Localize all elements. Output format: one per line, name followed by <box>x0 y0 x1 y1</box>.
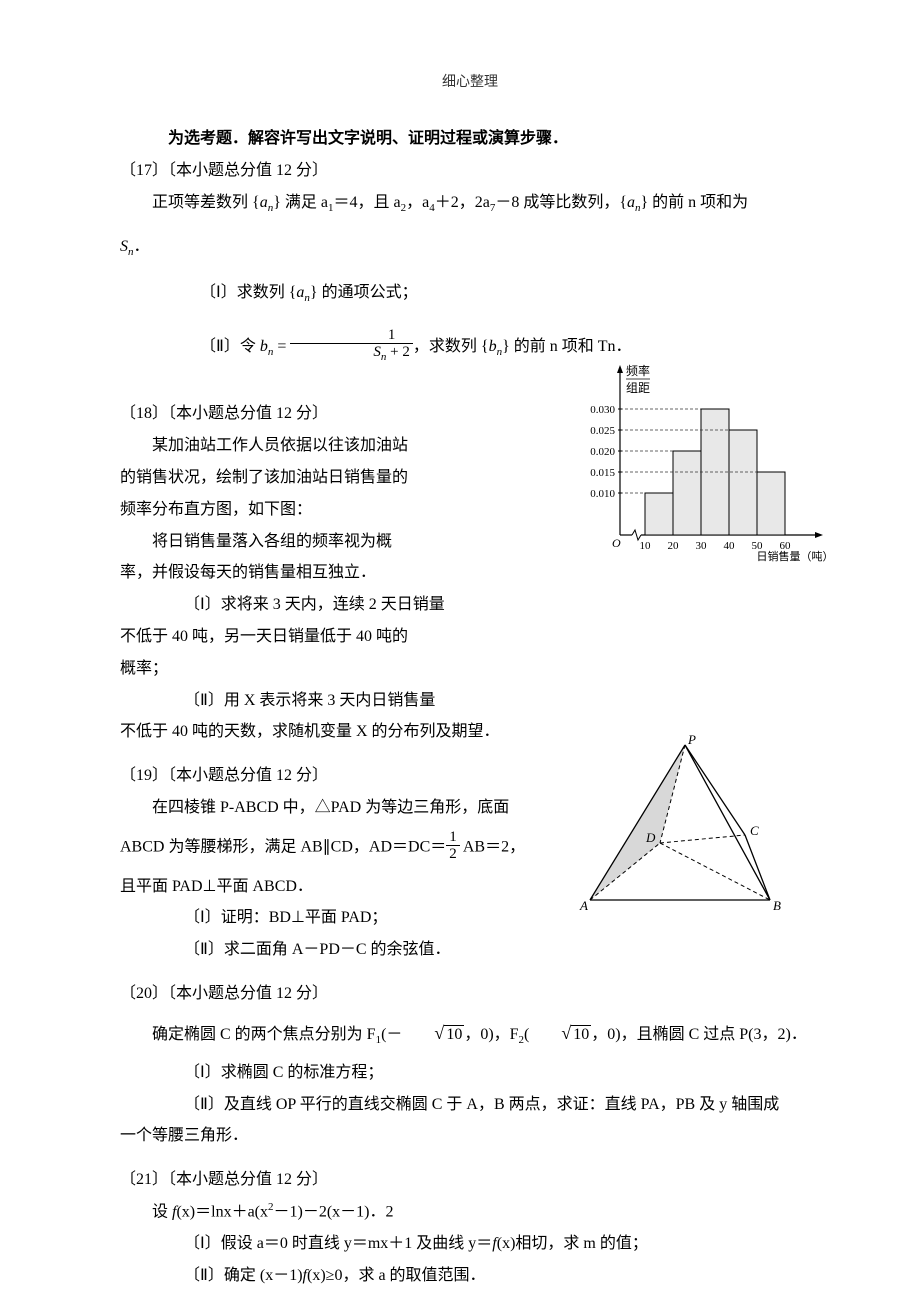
q20-line1: 确定椭圆 C 的两个焦点分别为 F1(－10，0)，F2(10，0)，且椭圆 C… <box>120 1017 820 1051</box>
label-d: D <box>645 830 656 845</box>
chart-y-ticks: 0.010 0.015 0.020 0.025 0.030 <box>590 404 622 500</box>
svg-text:40: 40 <box>724 540 736 552</box>
q17-part1: 〔Ⅰ〕求数列 {an} 的通项公式； <box>120 279 820 309</box>
q17-part2-suffix: ，求数列 {bn} 的前 n 项和 Tn． <box>413 338 632 355</box>
chart-bars <box>620 409 785 535</box>
q19-line2: ABCD 为等腰梯形，满足 AB∥CD，AD＝DC＝12 AB＝2， <box>120 831 590 865</box>
q19-line1: 在四棱锥 P-ABCD 中，△PAD 为等边三角形，底面 <box>120 794 590 823</box>
histogram-chart: 频率 组距 O 0.0100.0150.0200.0 <box>570 360 830 570</box>
svg-text:0.020: 0.020 <box>590 446 615 458</box>
q18-line3: 频率分布直方图，如下图： <box>120 496 480 525</box>
q18-line4: 将日销售量落入各组的频率视为概 <box>120 528 480 557</box>
svg-text:0.010: 0.010 <box>590 488 615 500</box>
q18-part2a: 〔Ⅱ〕用 X 表示将来 3 天内日销售量 <box>120 687 480 716</box>
q21-line1: 设 f(x)＝lnx＋a(x2－1)－2(x－1)．2 <box>120 1198 820 1227</box>
q18-line1: 某加油站工作人员依据以往该加油站 <box>120 432 480 461</box>
label-b: B <box>773 898 781 913</box>
svg-text:0.030: 0.030 <box>590 404 615 416</box>
chart-origin: O <box>612 536 621 550</box>
question-20: 〔20〕〔本小题总分值 12 分〕 确定椭圆 C 的两个焦点分别为 F1(－ 10… <box>120 980 820 1151</box>
q18-part1a: 〔Ⅰ〕求将来 3 天内，连续 2 天日销量 <box>120 591 480 620</box>
q19-part1: 〔Ⅰ〕证明：BD⊥平面 PAD； <box>120 904 590 933</box>
edge-pa <box>590 745 685 900</box>
q21-number: 〔21〕〔本小题总分值 12 分〕 <box>120 1166 820 1195</box>
q17-part2-prefix: 〔Ⅱ〕令 <box>200 338 260 355</box>
edge-bc <box>745 835 770 900</box>
chart-y-label-bottom: 组距 <box>626 381 650 395</box>
q20-part1: 〔Ⅰ〕求椭圆 C 的标准方程； <box>120 1059 820 1088</box>
q19-frac-den: 2 <box>446 846 460 863</box>
q20-number: 〔20〕〔本小题总分值 12 分〕 <box>120 980 820 1009</box>
label-c: C <box>750 823 759 838</box>
q19-number: 〔19〕〔本小题总分值 12 分〕 <box>120 762 590 791</box>
q17-number: 〔17〕〔本小题总分值 12 分〕 <box>120 157 820 186</box>
question-18: 〔18〕〔本小题总分值 12 分〕 某加油站工作人员依据以往该加油站 的销售状况… <box>120 400 480 747</box>
intro-text: 为选考题．解容许写出文字说明、证明过程或演算步骤． <box>120 125 820 154</box>
sqrt-icon: 10 <box>402 1017 464 1050</box>
content: 为选考题．解容许写出文字说明、证明过程或演算步骤． 〔17〕〔本小题总分值 12… <box>120 125 820 1291</box>
label-a: A <box>579 898 588 913</box>
q17-frac-num: 1 <box>290 327 412 345</box>
svg-text:0.015: 0.015 <box>590 467 615 479</box>
svg-text:30: 30 <box>696 540 708 552</box>
q19-part2: 〔Ⅱ〕求二面角 A－PD－C 的余弦值． <box>120 936 590 965</box>
q18-line5: 率，并假设每天的销售量相互独立． <box>120 559 480 588</box>
edge-db <box>660 843 770 900</box>
q20-part2b: 一个等腰三角形． <box>120 1122 820 1151</box>
q19-frac-num: 1 <box>446 829 460 847</box>
q18-part1b: 不低于 40 吨，另一天日销量低于 40 吨的 <box>120 623 480 652</box>
q20-line1a: 确定椭圆 C 的两个焦点分别为 F1(－ <box>152 1026 402 1043</box>
question-17: 〔17〕〔本小题总分值 12 分〕 正项等差数列 {an} 满足 a1＝4，且 … <box>120 157 820 365</box>
page-header: 细心整理 <box>120 70 820 95</box>
question-21: 〔21〕〔本小题总分值 12 分〕 设 f(x)＝lnx＋a(x2－1)－2(x… <box>120 1166 820 1291</box>
q18-line2: 的销售状况，绘制了该加油站日销售量的 <box>120 464 480 493</box>
edge-dc <box>660 835 745 843</box>
q17-body-text: 正项等差数列 {an} 满足 a1＝4，且 a2，a4＋2，2a7－8 成等比数… <box>152 194 748 211</box>
edge-pc <box>685 745 745 835</box>
q21-part2: 〔Ⅱ〕确定 (x－1)f(x)≥0，求 a 的取值范围． <box>120 1262 820 1291</box>
label-p: P <box>687 735 696 747</box>
q21-part1: 〔Ⅰ〕假设 a＝0 时直线 y＝mx＋1 及曲线 y＝f(x)相切，求 m 的值… <box>120 1230 820 1259</box>
chart-x-label: 日销售量（吨） <box>757 549 831 563</box>
q17-sn: Sn． <box>120 233 820 263</box>
svg-text:0.025: 0.025 <box>590 425 615 437</box>
q18-number: 〔18〕〔本小题总分值 12 分〕 <box>120 400 480 429</box>
q17-frac-den: Sn + 2 <box>290 344 412 363</box>
q19-line2a: ABCD 为等腰梯形，满足 AB∥CD，AD＝DC＝ <box>120 838 446 855</box>
question-19: 〔19〕〔本小题总分值 12 分〕 在四棱锥 P-ABCD 中，△PAD 为等边… <box>120 762 590 965</box>
q19-line3: 且平面 PAD⊥平面 ABCD． <box>120 873 590 902</box>
q17-body: 正项等差数列 {an} 满足 a1＝4，且 a2，a4＋2，2a7－8 成等比数… <box>120 189 820 219</box>
q20-part2a: 〔Ⅱ〕及直线 OP 平行的直线交椭圆 C 于 A，B 两点，求证：直线 PA，P… <box>120 1091 820 1120</box>
pyramid-diagram: P A B C D <box>570 735 790 915</box>
q20-line1c: ，0)，且椭圆 C 过点 P(3，2)． <box>591 1026 807 1043</box>
q20-line1b: ，0)，F2( <box>464 1026 529 1043</box>
chart-y-label-top: 频率 <box>626 363 650 378</box>
sqrt-content-2: 10 <box>571 1025 591 1043</box>
sqrt-content-1: 10 <box>444 1025 464 1043</box>
svg-text:10: 10 <box>640 540 652 552</box>
svg-text:20: 20 <box>668 540 680 552</box>
q19-line2b: AB＝2， <box>460 838 525 855</box>
q18-part1c: 概率； <box>120 655 480 684</box>
sqrt-icon: 10 <box>529 1017 591 1050</box>
